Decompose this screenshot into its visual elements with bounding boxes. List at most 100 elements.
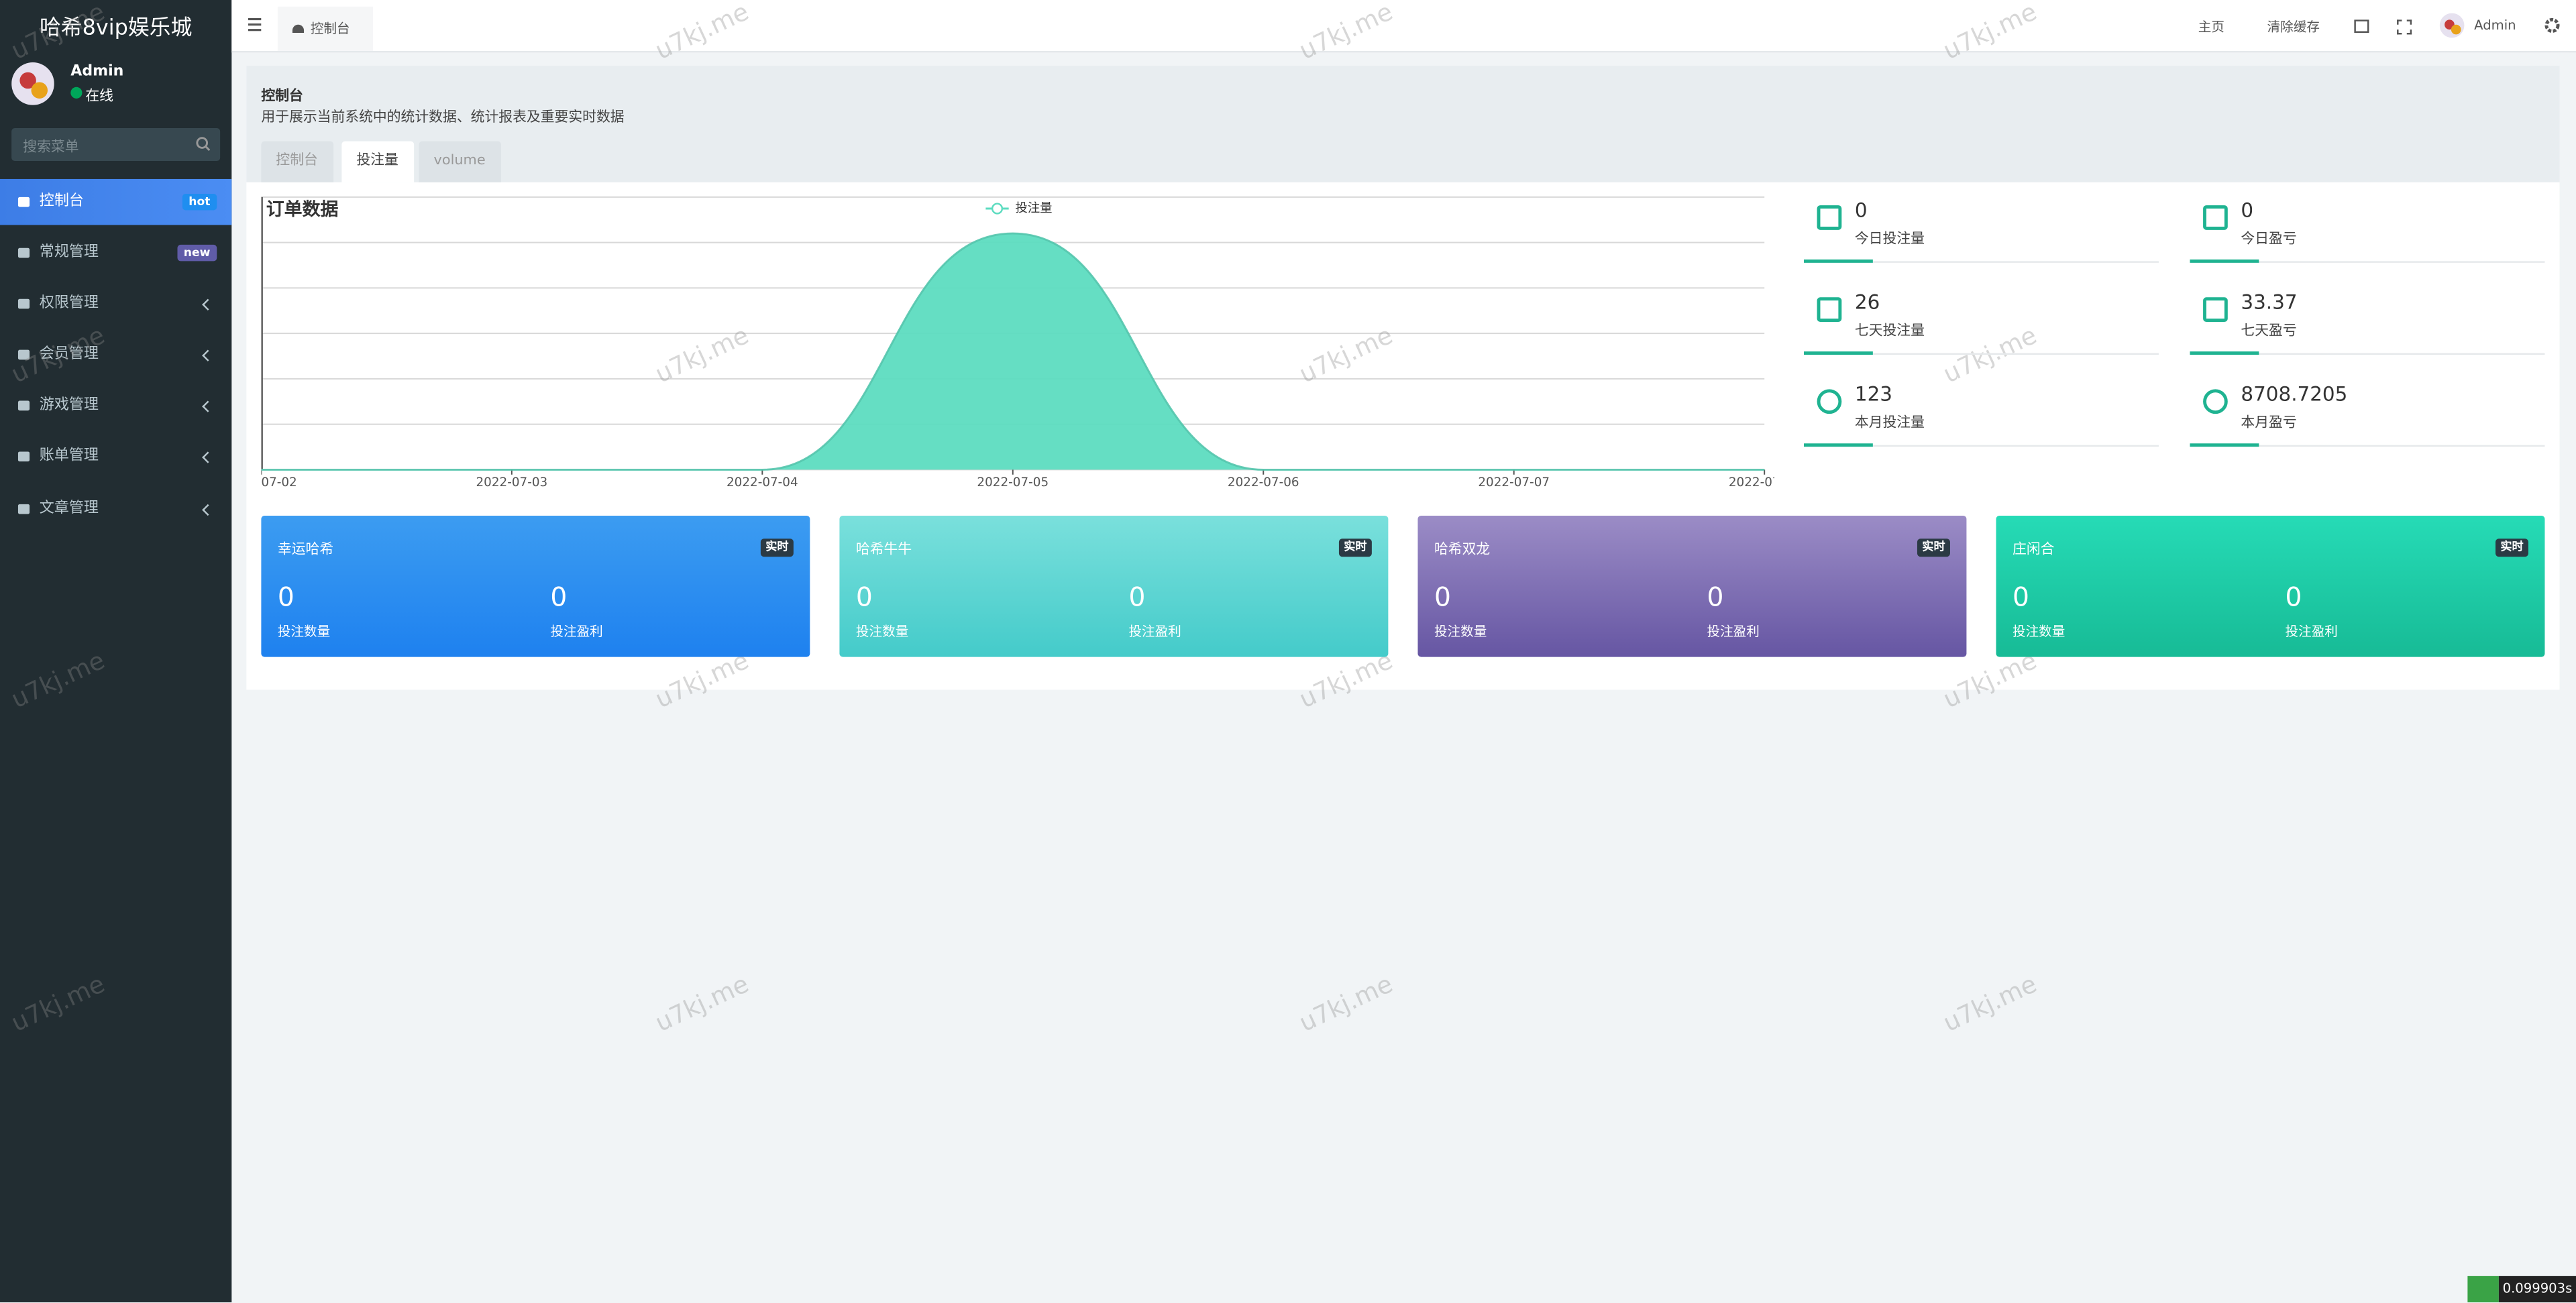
stat-value: 26 <box>1854 290 1880 314</box>
area <box>261 233 1765 470</box>
x-tick-label: 2022-07-06 <box>1228 475 1299 490</box>
stat-underline-accent <box>1803 443 1873 447</box>
menu-item[interactable]: 常规管理 new <box>0 230 231 276</box>
settings-icon[interactable] <box>2544 17 2560 33</box>
avatar <box>11 62 54 105</box>
line <box>261 232 1765 471</box>
panel-header: 控制台 用于展示当前系统中的统计数据、统计报表及重要实时数据 控制台 投注量 v… <box>246 65 2560 182</box>
card-count: 0 <box>2012 581 2029 613</box>
panel-title: 控制台 <box>261 89 303 105</box>
card-title: 哈希双龙 <box>1434 542 1491 559</box>
menu-icon <box>17 247 30 258</box>
menu-label: 账单管理 <box>39 448 99 465</box>
menu-icon <box>17 298 30 309</box>
card-count-label: 投注数量 <box>2012 624 2065 639</box>
status-dot <box>70 87 83 99</box>
card-profit-label: 投注盈利 <box>1707 624 1760 639</box>
card-profit: 0 <box>2285 581 2302 613</box>
fullscreen-icon[interactable] <box>2397 19 2412 35</box>
top-avatar <box>2439 13 2465 38</box>
card-title: 庄闲合 <box>2012 542 2055 559</box>
stat-label: 本月投注量 <box>1854 415 1925 433</box>
menu-item[interactable]: 权限管理 <box>0 281 231 327</box>
stat-value: 0 <box>2241 199 2254 222</box>
stat-value: 0 <box>1854 199 1868 222</box>
game-card: 庄闲合 实时 0 投注数量 0 投注盈利 <box>1996 515 2545 657</box>
game-card: 哈希牛牛 实时 0 投注数量 0 投注盈利 <box>839 515 1389 657</box>
game-card: 幸运哈希 实时 0 投注数量 0 投注盈利 <box>261 515 810 657</box>
x-tick-label: 2022-07-03 <box>476 475 548 490</box>
topbar: 控制台 主页 清除缓存 Admin <box>231 0 2576 53</box>
timer: 0.099903s <box>2498 1276 2576 1303</box>
menu-arrow <box>202 349 214 361</box>
card-profit: 0 <box>1707 581 1724 613</box>
menu-item[interactable]: 账单管理 <box>0 434 231 480</box>
card-count: 0 <box>1434 581 1451 613</box>
stat-icon <box>2203 205 2228 230</box>
panel-tab[interactable]: 投注量 <box>341 141 413 182</box>
menu-item[interactable]: 游戏管理 <box>0 383 231 429</box>
menu-icon <box>17 504 30 514</box>
chart: 订单数据 2022-07-02 2022-07-03 2022-07-04 2022-… <box>261 196 1774 490</box>
panel-description: 用于展示当前系统中的统计数据、统计报表及重要实时数据 <box>261 110 625 127</box>
stat-value: 8708.7205 <box>2241 382 2348 406</box>
panel-tab[interactable]: volume <box>419 141 500 182</box>
card-profit-label: 投注盈利 <box>1128 624 1181 639</box>
stat-value: 33.37 <box>2241 290 2298 314</box>
menu-item[interactable]: 控制台 hot <box>0 178 232 225</box>
search-icon <box>196 137 211 152</box>
stat: 26 七天投注量 <box>1803 284 2159 355</box>
card-profit: 0 <box>1128 581 1146 613</box>
stat-icon <box>2203 389 2228 414</box>
top-tab[interactable]: 控制台 <box>277 6 373 51</box>
top-link[interactable]: 清除缓存 <box>2267 19 2320 35</box>
card-count-label: 投注数量 <box>855 624 909 639</box>
stat-value: 123 <box>1854 382 1892 406</box>
search-box[interactable]: 搜索菜单 <box>11 128 221 162</box>
stat-underline-accent <box>1803 259 1873 263</box>
menu-label: 会员管理 <box>39 346 99 363</box>
card-profit: 0 <box>550 581 568 613</box>
menu-badge: new <box>176 244 217 262</box>
menu-item[interactable]: 文章管理 <box>0 486 231 532</box>
x-tick-label: 2022-07-07 <box>1478 475 1550 490</box>
top-user[interactable]: Admin <box>2474 17 2516 33</box>
card-count: 0 <box>855 581 873 613</box>
menu-label: 常规管理 <box>39 244 99 262</box>
x-tick-label: 2022-07-08 <box>1729 475 1774 490</box>
menu-arrow <box>202 451 214 463</box>
menu-arrow <box>202 504 214 516</box>
menu-item[interactable]: 会员管理 <box>0 332 231 378</box>
tab-icon <box>292 24 305 33</box>
x-tick-label: 2022-07-02 <box>261 475 297 490</box>
stat: 0 今日投注量 <box>1803 192 2159 263</box>
stat-underline-accent <box>2190 443 2259 447</box>
user-name: Admin <box>70 64 124 81</box>
card-count-label: 投注数量 <box>277 624 331 639</box>
lang-icon[interactable] <box>2354 19 2369 33</box>
user-status: 在线 <box>85 89 114 105</box>
card-badge: 实时 <box>760 539 794 557</box>
stat-icon <box>2203 297 2228 323</box>
brand: 哈希8vip娱乐城 <box>39 16 193 42</box>
menu-label: 游戏管理 <box>39 397 99 414</box>
top-tab-label: 控制台 <box>310 21 350 36</box>
stat-icon <box>1817 205 1842 230</box>
stat-icon <box>1817 297 1842 323</box>
card-count: 0 <box>277 581 294 613</box>
stat: 123 本月投注量 <box>1803 376 2159 447</box>
stat: 0 今日盈亏 <box>2190 192 2545 263</box>
menu-icon <box>17 400 30 411</box>
game-card: 哈希双龙 实时 0 投注数量 0 投注盈利 <box>1417 515 1967 657</box>
card-profit-label: 投注盈利 <box>550 624 603 639</box>
menu-toggle[interactable] <box>248 17 262 32</box>
card-badge: 实时 <box>2496 539 2528 557</box>
search-placeholder: 搜索菜单 <box>23 139 79 156</box>
top-link[interactable]: 主页 <box>2198 19 2224 35</box>
chart-title: 订单数据 <box>266 199 339 220</box>
panel-tab[interactable]: 控制台 <box>261 141 333 182</box>
timer-icon <box>2467 1276 2499 1303</box>
card-title: 哈希牛牛 <box>855 542 912 559</box>
